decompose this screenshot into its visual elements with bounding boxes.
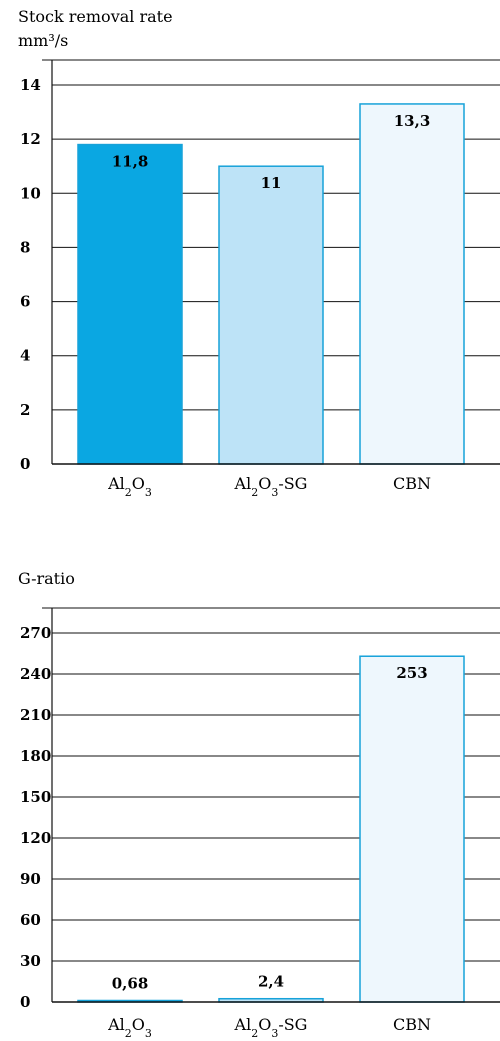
y-tick-label: 0 bbox=[20, 993, 30, 1011]
y-tick-label: 270 bbox=[20, 624, 51, 642]
y-tick-label: 10 bbox=[20, 184, 41, 202]
y-tick-label: 150 bbox=[20, 788, 51, 806]
chart-2: G-ratio 0 30 60 90 120 150 180 210 240 270 0,68 2,4 2… bbox=[18, 569, 500, 1040]
data-label: 0,68 bbox=[112, 975, 149, 993]
y-axis-label: G-ratio bbox=[18, 569, 75, 588]
x-tick-label: Al2O3 bbox=[107, 474, 152, 499]
y-tick-label: 210 bbox=[20, 706, 51, 724]
y-tick-label: 30 bbox=[20, 952, 41, 970]
y-tick-label: 14 bbox=[20, 76, 41, 94]
y-tick-label: 90 bbox=[20, 870, 41, 888]
data-label: 2,4 bbox=[258, 973, 284, 991]
y-tick-label: 4 bbox=[20, 347, 30, 365]
x-tick-label: Al2O3-SG bbox=[234, 1015, 308, 1040]
data-label: 253 bbox=[396, 664, 427, 682]
bar-cbn bbox=[359, 103, 465, 465]
data-label: 11 bbox=[261, 174, 282, 192]
y-tick-label: 240 bbox=[20, 665, 51, 683]
y-tick-label: 6 bbox=[20, 293, 30, 311]
chart-1: Stock removal rate mm³/s 0 2 4 6 8 10 12 14 11,8 11… bbox=[18, 7, 500, 499]
y-tick-label: 0 bbox=[20, 455, 30, 473]
x-tick-label: CBN bbox=[393, 1015, 431, 1034]
data-label: 13,3 bbox=[394, 112, 431, 130]
bar-al2o3-sg bbox=[218, 165, 324, 465]
y-tick-label: 2 bbox=[20, 401, 30, 419]
bar-al2o3 bbox=[77, 143, 183, 465]
y-axis-label: Stock removal rate bbox=[18, 7, 173, 26]
y-tick-label: 60 bbox=[20, 911, 41, 929]
y-tick-label: 8 bbox=[20, 238, 30, 256]
y-tick-label: 120 bbox=[20, 829, 51, 847]
x-tick-label: Al2O3-SG bbox=[234, 474, 308, 499]
y-tick-label: 180 bbox=[20, 747, 51, 765]
x-tick-label: CBN bbox=[393, 474, 431, 493]
data-label: 11,8 bbox=[112, 153, 149, 171]
y-axis-label: mm³/s bbox=[18, 31, 68, 50]
x-tick-label: Al2O3 bbox=[107, 1015, 152, 1040]
bar-cbn bbox=[359, 655, 465, 1003]
y-tick-label: 12 bbox=[20, 130, 41, 148]
